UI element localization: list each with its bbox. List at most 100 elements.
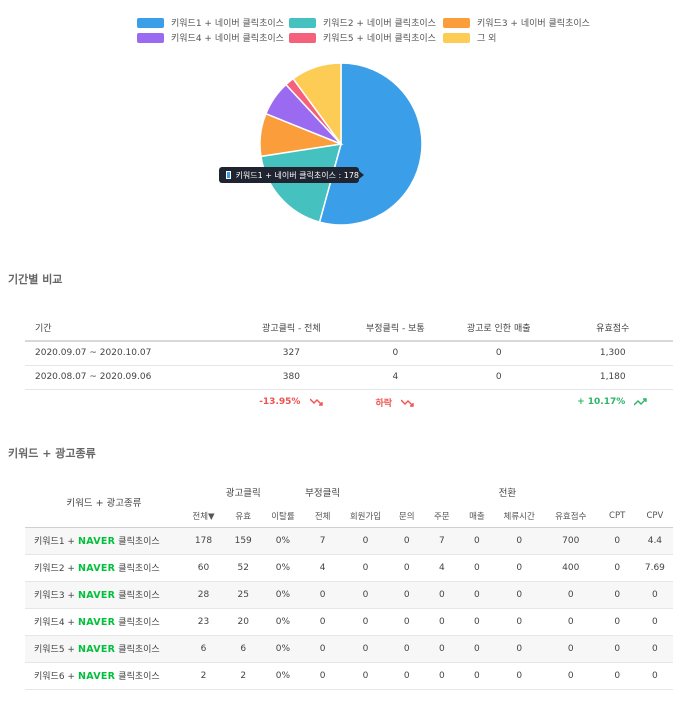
cell: 0 <box>424 635 460 663</box>
naver-logo: NAVER <box>77 671 116 682</box>
col-inquiry[interactable]: 문의 <box>389 506 425 528</box>
col-keyword: 키워드 + 광고종류 <box>25 477 183 528</box>
cell: 0 <box>494 527 544 555</box>
cell: 25 <box>224 581 263 609</box>
cell: 0 <box>389 608 425 636</box>
col-cpt[interactable]: CPT <box>597 506 637 528</box>
col-order[interactable]: 주문 <box>424 506 460 528</box>
table-row: 키워드6 + NAVER 클릭초이스 2 2 0% 0 0 0 0 0 0 0 0 0 <box>25 662 673 690</box>
keyword-table: 키워드 + 광고종류 광고클릭 부정클릭 전환 전체▼ 유효 이탈률 전체 회원… <box>25 477 673 690</box>
legend-label: 키워드5 + 네이버 클릭초이스 <box>323 34 436 44</box>
keyword-name: 키워드1 + <box>34 537 75 547</box>
cell: 0 <box>494 581 544 609</box>
ad-type: 클릭초이스 <box>118 672 160 682</box>
keyword-cell: 키워드1 + NAVER 클릭초이스 <box>25 527 183 555</box>
cell: 0 <box>341 608 390 636</box>
cell: 0 <box>597 635 637 663</box>
pie-slice[interactable] <box>260 143 343 224</box>
legend-item[interactable]: 키워드2 + 네이버 클릭초이스 <box>289 16 436 29</box>
compare-row: -13.95% 하락 + 10.17% <box>25 389 673 415</box>
cell: 0% <box>262 608 304 636</box>
table-row: 키워드4 + NAVER 클릭초이스 23 20 0% 0 0 0 0 0 0 0 0 0 <box>25 608 673 636</box>
cell: 0 <box>341 581 390 609</box>
cell: 0 <box>424 581 460 609</box>
cell: 7 <box>303 527 342 555</box>
cell: 0 <box>543 608 598 636</box>
keyword-name: 키워드2 + <box>34 564 75 574</box>
cell: 0 <box>459 527 495 555</box>
legend-item[interactable]: 키워드3 + 네이버 클릭초이스 <box>443 16 590 29</box>
naver-logo: NAVER <box>77 617 116 628</box>
trend-down-icon <box>309 398 323 406</box>
cell: 0 <box>424 662 460 690</box>
col-score: 유효점수 <box>552 315 673 342</box>
naver-logo: NAVER <box>77 590 116 601</box>
cell: 0 <box>543 635 598 663</box>
tooltip-swatch <box>226 171 231 179</box>
ad-type: 클릭초이스 <box>118 591 160 601</box>
cell: 0 <box>303 581 342 609</box>
fraud-change-value: 하락 <box>375 398 393 409</box>
group-ad-click: 광고클릭 <box>225 487 261 499</box>
legend-item[interactable]: 키워드1 + 네이버 클릭초이스 <box>137 16 284 29</box>
legend-swatch <box>137 17 164 28</box>
legend-label: 키워드4 + 네이버 클릭초이스 <box>171 34 284 44</box>
cell: 0 <box>341 527 390 555</box>
col-bounce[interactable]: 이탈률 <box>262 506 304 528</box>
ad-type: 클릭초이스 <box>118 564 160 574</box>
ad-type: 클릭초이스 <box>118 537 160 547</box>
keyword-name: 키워드5 + <box>34 645 75 655</box>
pie-slice[interactable] <box>292 62 342 147</box>
cell: 52 <box>224 554 263 582</box>
cell: 0 <box>459 662 495 690</box>
cell: 0 <box>494 662 544 690</box>
cell: 159 <box>224 527 263 555</box>
legend-item[interactable]: 키워드4 + 네이버 클릭초이스 <box>137 31 284 44</box>
col-fraud-total[interactable]: 전체 <box>303 506 342 528</box>
cell: 0% <box>262 635 304 663</box>
col-cpv[interactable]: CPV <box>636 506 673 528</box>
legend-swatch <box>443 32 470 43</box>
legend-swatch <box>137 32 164 43</box>
cell: 0 <box>424 608 460 636</box>
col-signup[interactable]: 회원가입 <box>341 506 390 528</box>
keyword-cell: 키워드6 + NAVER 클릭초이스 <box>25 662 183 690</box>
cell <box>445 389 553 415</box>
naver-logo: NAVER <box>77 563 116 574</box>
cell: 0 <box>636 635 673 663</box>
legend-item[interactable]: 키워드5 + 네이버 클릭초이스 <box>289 31 436 44</box>
cell: 0% <box>262 554 304 582</box>
ad-type: 클릭초이스 <box>118 618 160 628</box>
pie-slice[interactable] <box>318 62 423 226</box>
cell: 0 <box>543 581 598 609</box>
cell: 0 <box>597 527 637 555</box>
cell: 0% <box>262 527 304 555</box>
legend-label: 키워드1 + 네이버 클릭초이스 <box>171 19 284 29</box>
col-dwell[interactable]: 체류시간 <box>494 506 544 528</box>
cell: 0 <box>459 608 495 636</box>
col-valid[interactable]: 유효 <box>224 506 263 528</box>
cell: 0 <box>597 662 637 690</box>
legend-item[interactable]: 그 외 <box>443 31 496 44</box>
keyword-cell: 키워드3 + NAVER 클릭초이스 <box>25 581 183 609</box>
period-section-title: 기간별 비교 <box>8 273 63 286</box>
cell: 0 <box>444 341 553 366</box>
cell: 0 <box>494 608 544 636</box>
trend-up-icon <box>634 398 648 406</box>
cell: 0 <box>597 554 637 582</box>
cell: 400 <box>543 554 598 582</box>
col-sales[interactable]: 매출 <box>459 506 495 528</box>
cell: 0 <box>636 662 673 690</box>
cell: 380 <box>237 365 346 390</box>
col-score[interactable]: 유효점수 <box>543 506 598 528</box>
cell: 0 <box>303 662 342 690</box>
cell: 0 <box>459 635 495 663</box>
keyword-cell: 키워드4 + NAVER 클릭초이스 <box>25 608 183 636</box>
cell: 0 <box>597 581 637 609</box>
cell: 23 <box>182 608 225 636</box>
cell: 1,300 <box>552 341 673 366</box>
cell: 4 <box>303 554 342 582</box>
table-row: 키워드1 + NAVER 클릭초이스 178 159 0% 7 0 0 7 0 0 700 0 4.4 <box>25 527 673 555</box>
sort-total-header[interactable]: 전체▼ <box>182 506 225 528</box>
legend-label: 키워드2 + 네이버 클릭초이스 <box>323 19 436 29</box>
